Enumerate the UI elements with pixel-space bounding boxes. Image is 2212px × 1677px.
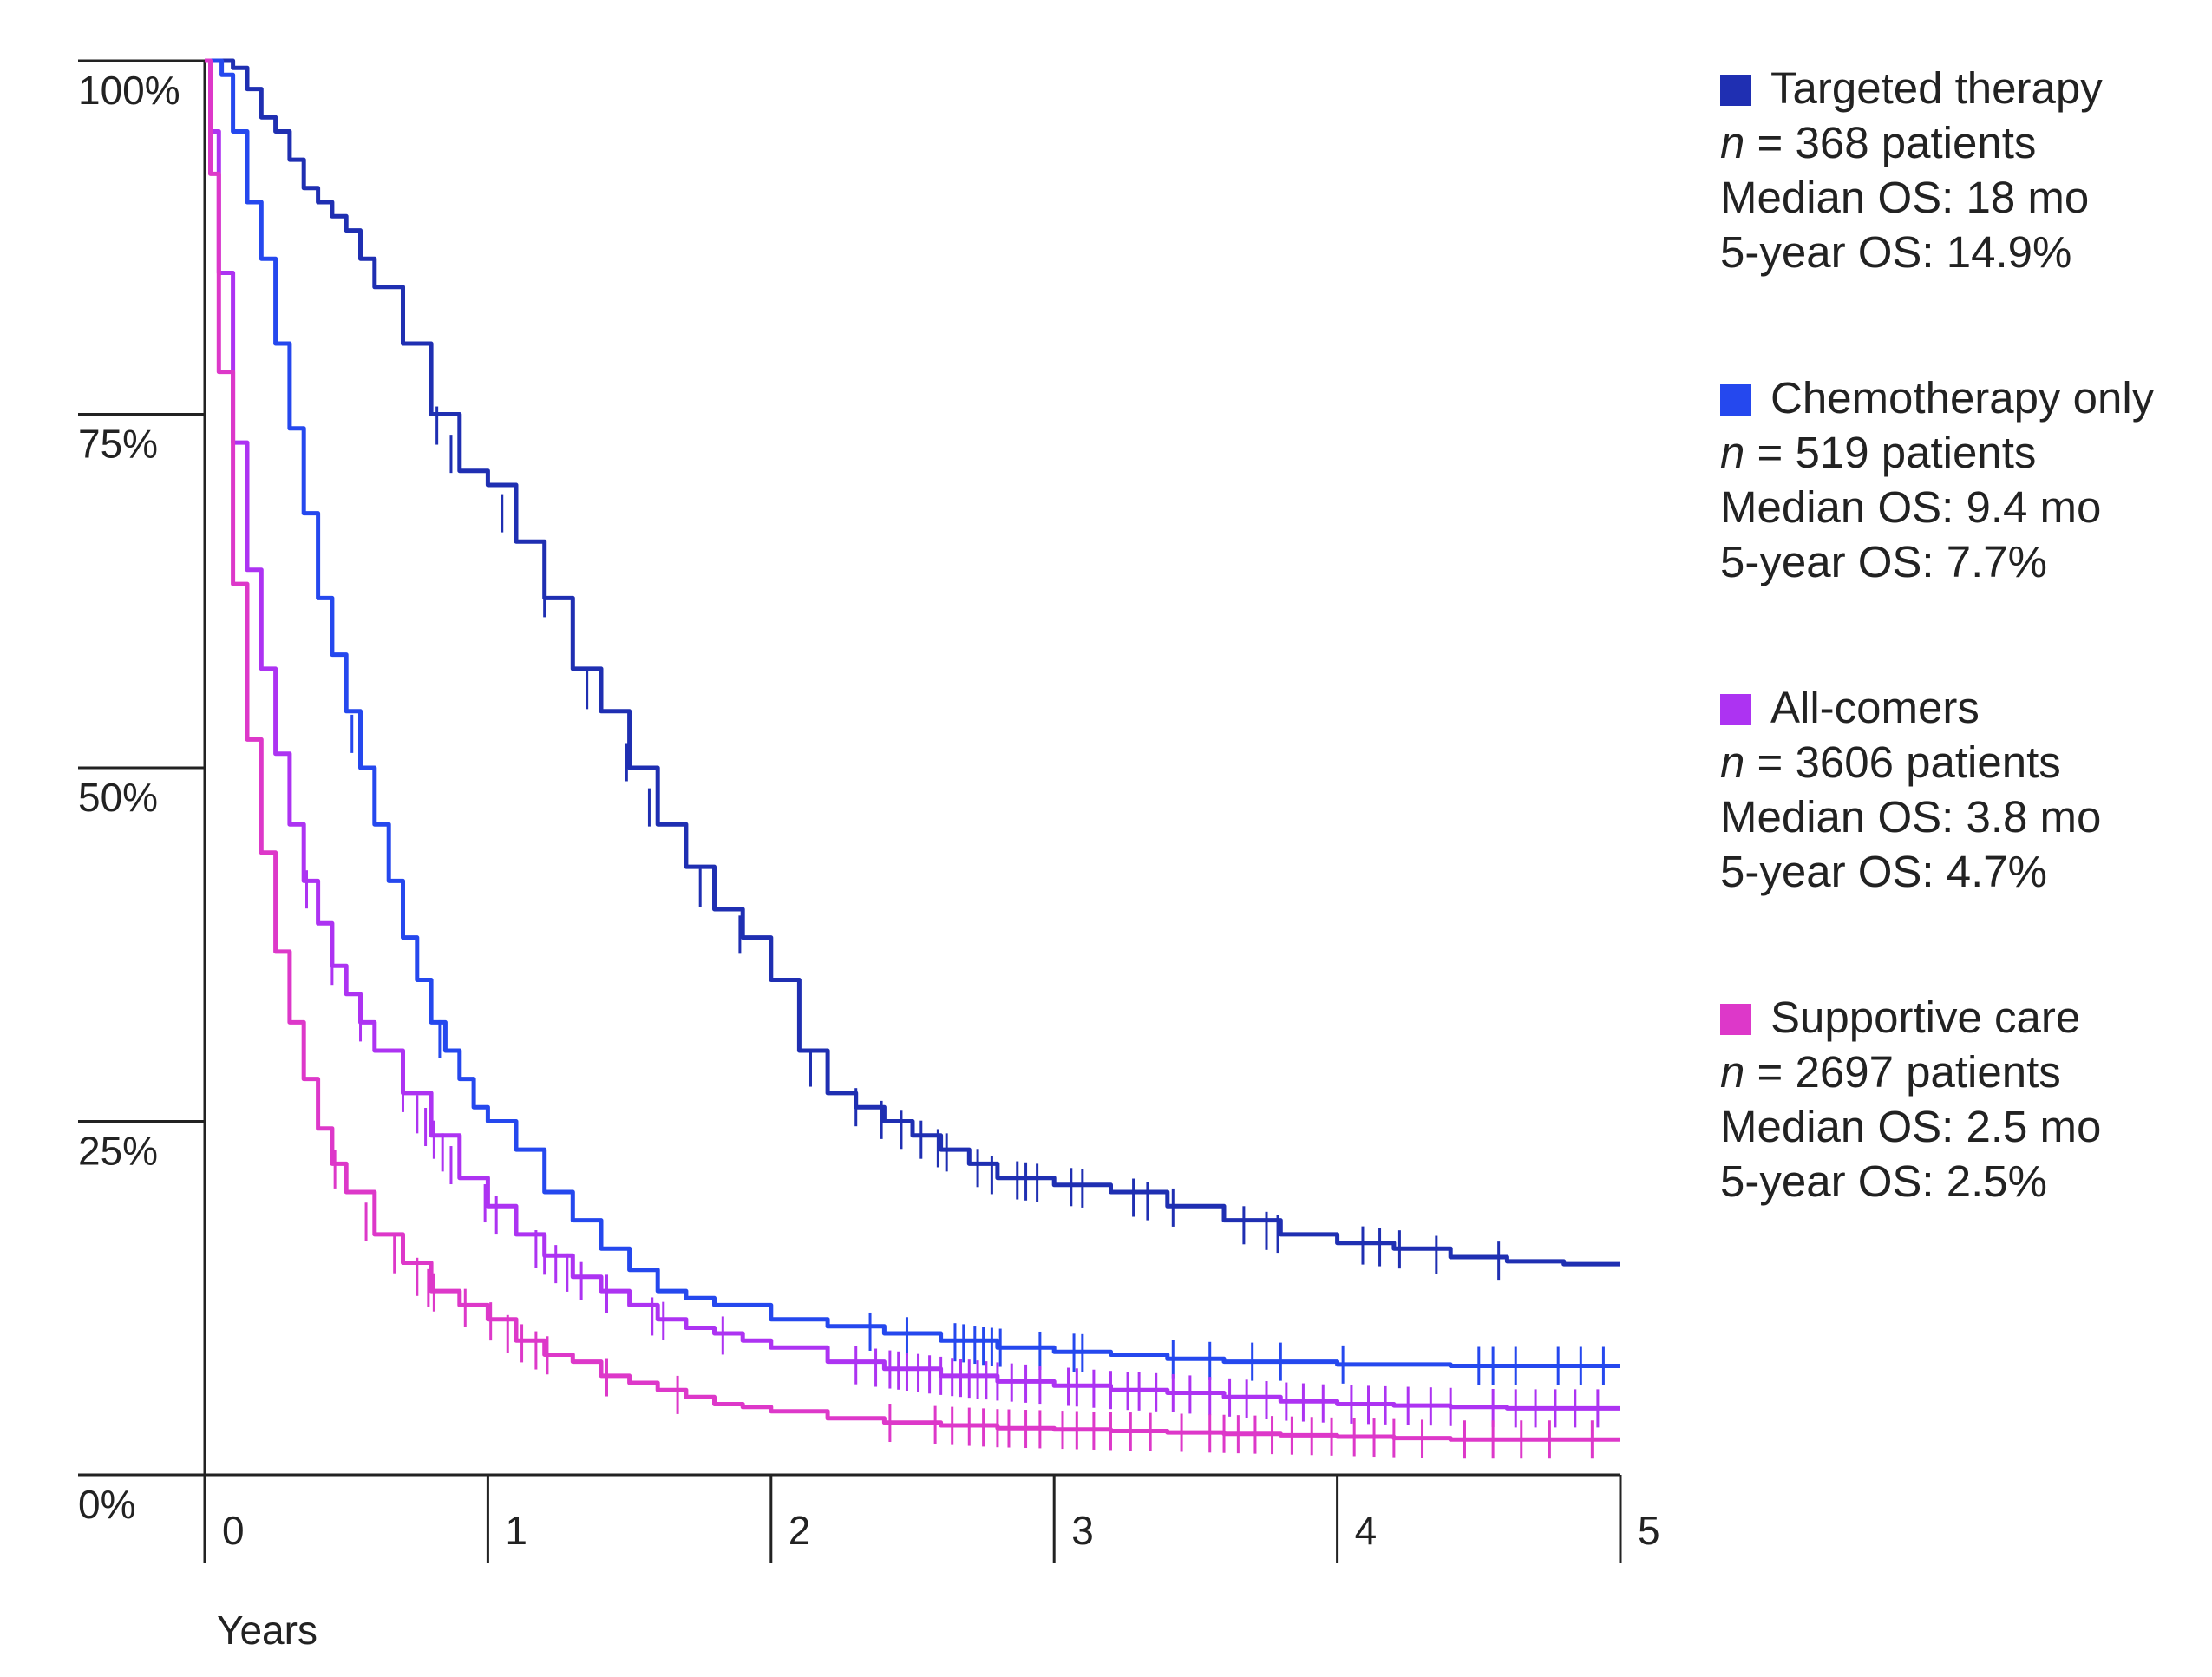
legend-n-symbol: n bbox=[1720, 1047, 1745, 1097]
legend-series-name: Targeted therapy bbox=[1770, 63, 2103, 113]
legend-n-count: = 3606 patients bbox=[1744, 737, 2061, 787]
legend-entry-supportive-care: Supportive care n = 2697 patients Median… bbox=[1720, 990, 2206, 1209]
survival-curve-1 bbox=[205, 58, 1620, 1267]
legend-n-row: n = 3606 patients bbox=[1720, 735, 2206, 789]
y-tick-label: 75% bbox=[78, 422, 158, 467]
legend-n-row: n = 519 patients bbox=[1720, 425, 2206, 480]
x-tick-label: 2 bbox=[789, 1508, 811, 1553]
legend-five-year-os: 5-year OS: 4.7% bbox=[1720, 847, 2047, 896]
y-gridlines bbox=[78, 59, 205, 1123]
x-tick-label: 0 bbox=[222, 1508, 245, 1553]
y-tick-label: 25% bbox=[78, 1129, 158, 1174]
legend-n-symbol: n bbox=[1720, 118, 1745, 167]
legend-n-count: = 2697 patients bbox=[1744, 1047, 2061, 1097]
x-tick-label: 5 bbox=[1638, 1508, 1660, 1553]
legend-swatch bbox=[1720, 384, 1751, 416]
legend-n-count: = 368 patients bbox=[1744, 118, 2037, 167]
legend-n-symbol: n bbox=[1720, 428, 1745, 477]
survival-curve-3 bbox=[205, 58, 1620, 1411]
legend-n-symbol: n bbox=[1720, 737, 1745, 787]
axes bbox=[78, 61, 1620, 1477]
legend-median-os: Median OS: 2.5 mo bbox=[1720, 1102, 2102, 1151]
y-tick-label: 100% bbox=[78, 68, 180, 113]
legend-title-row: All-comers bbox=[1720, 680, 2206, 735]
x-axis-title: Years bbox=[217, 1608, 317, 1653]
legend-five-year-os: 5-year OS: 2.5% bbox=[1720, 1156, 2047, 1206]
legend-median-os: Median OS: 18 mo bbox=[1720, 173, 2090, 222]
x-tick-label: 3 bbox=[1071, 1508, 1094, 1553]
legend-five-year-os: 5-year OS: 14.9% bbox=[1720, 227, 2072, 277]
legend-n-count: = 519 patients bbox=[1744, 428, 2037, 477]
survival-curves bbox=[205, 58, 1620, 1459]
legend-entry-targeted: Targeted therapy n = 368 patients Median… bbox=[1720, 61, 2206, 279]
legend-five-year-os: 5-year OS: 7.7% bbox=[1720, 537, 2047, 586]
survival-curve-2 bbox=[205, 58, 1620, 1368]
legend-swatch bbox=[1720, 1004, 1751, 1035]
legend-entry-all-comers: All-comers n = 3606 patients Median OS: … bbox=[1720, 680, 2206, 899]
y-tick-labels: 0% 25% 50% 75% 100% bbox=[78, 68, 180, 1527]
legend-swatch bbox=[1720, 694, 1751, 725]
legend-title-row: Supportive care bbox=[1720, 990, 2206, 1045]
legend-n-row: n = 2697 patients bbox=[1720, 1045, 2206, 1099]
legend-title-row: Chemotherapy only bbox=[1720, 370, 2206, 425]
legend-title-row: Targeted therapy bbox=[1720, 61, 2206, 115]
y-tick-label: 0% bbox=[78, 1482, 135, 1527]
legend-entry-chemotherapy: Chemotherapy only n = 519 patients Media… bbox=[1720, 370, 2206, 589]
legend-median-os: Median OS: 9.4 mo bbox=[1720, 482, 2102, 532]
legend-median-os: Median OS: 3.8 mo bbox=[1720, 792, 2102, 842]
y-tick-label: 50% bbox=[78, 775, 158, 820]
legend-series-name: All-comers bbox=[1770, 683, 1980, 732]
legend-series-name: Chemotherapy only bbox=[1770, 373, 2155, 423]
survival-curve-4 bbox=[205, 58, 1620, 1442]
legend-swatch bbox=[1720, 75, 1751, 106]
x-tick-label: 4 bbox=[1355, 1508, 1378, 1553]
legend-series-name: Supportive care bbox=[1770, 992, 2081, 1042]
x-tick-label: 1 bbox=[505, 1508, 527, 1553]
legend-n-row: n = 368 patients bbox=[1720, 115, 2206, 170]
x-tick-labels: 0 1 2 3 4 5 bbox=[203, 1475, 1660, 1563]
